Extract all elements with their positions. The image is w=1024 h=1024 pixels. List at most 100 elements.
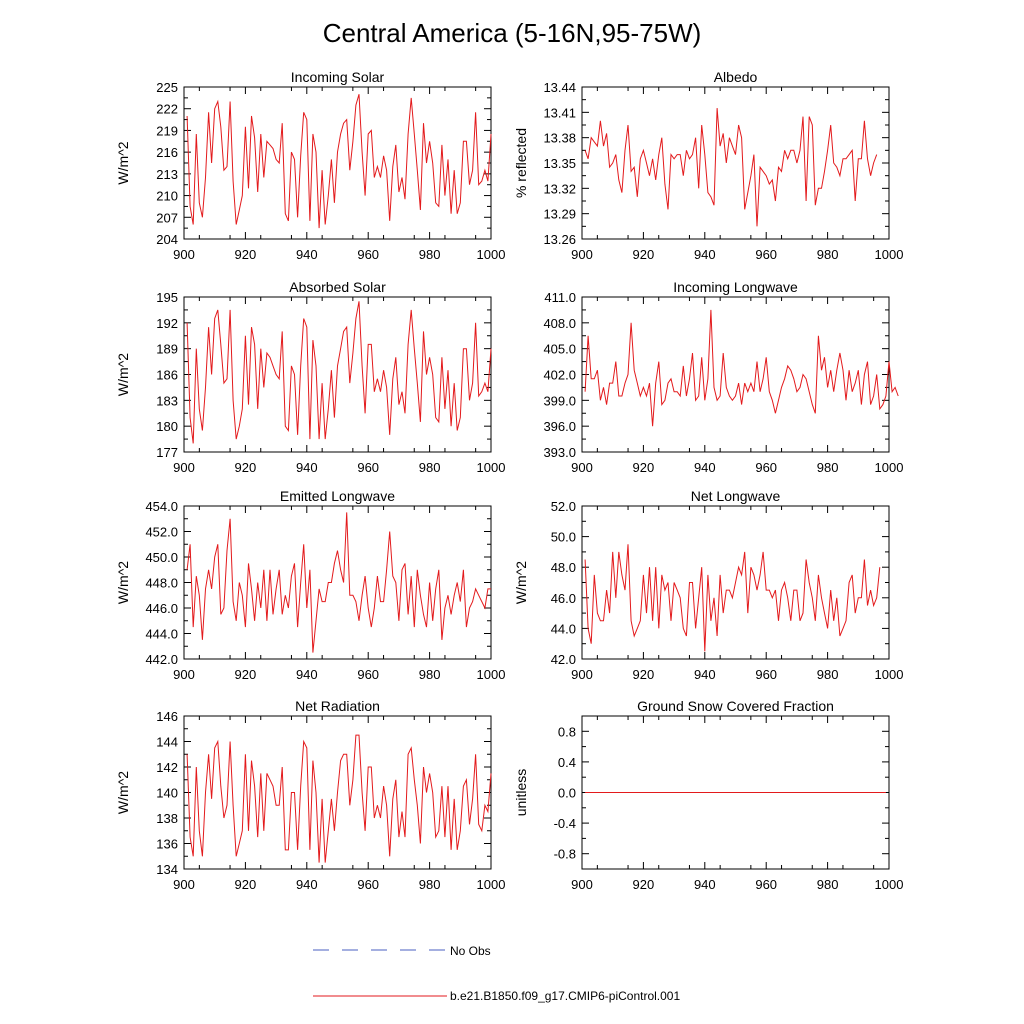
y-tick-label: 48.0 — [551, 560, 576, 575]
panel-6: Net Longwave W/m^2 900 920 940 960 980 1000 42.0… — [513, 488, 903, 682]
y-tick-label: 144 — [156, 735, 178, 750]
x-tick-label: 940 — [694, 877, 716, 892]
y-tick-label: -0.4 — [554, 816, 576, 831]
y-tick-label: 13.26 — [543, 232, 576, 247]
x-tick-label: 920 — [633, 247, 655, 262]
figure-title: Central America (5-16N,95-75W) — [323, 18, 702, 48]
series-line — [186, 734, 492, 863]
y-tick-label: 13.32 — [543, 181, 576, 196]
series-line — [186, 301, 492, 444]
x-tick-label: 980 — [817, 667, 839, 682]
panel-title: Emitted Longwave — [280, 488, 395, 504]
x-tick-label: 920 — [235, 460, 257, 475]
y-tick-label: 222 — [156, 102, 178, 117]
panel-7: Net Radiation W/m^2 900 920 940 960 980 1000 134… — [115, 698, 505, 892]
x-tick-label: 900 — [571, 667, 593, 682]
x-tick-label: 980 — [419, 667, 441, 682]
y-tick-label: 402.0 — [543, 368, 576, 383]
y-tick-label: 393.0 — [543, 445, 576, 460]
y-tick-label: 140 — [156, 786, 178, 801]
panels: Incoming Solar W/m^2 900 920 940 960 980 1000 20… — [115, 69, 903, 892]
y-tick-label: 207 — [156, 210, 178, 225]
y-axis-label: W/m^2 — [115, 353, 131, 396]
x-tick-label: 980 — [419, 877, 441, 892]
x-tick-label: 960 — [357, 877, 379, 892]
panel-title: Net Longwave — [691, 488, 781, 504]
x-tick-label: 900 — [173, 877, 195, 892]
series-line — [186, 94, 492, 229]
x-tick-label: 960 — [755, 460, 777, 475]
y-tick-label: 192 — [156, 316, 178, 331]
y-tick-label: 13.38 — [543, 131, 576, 146]
x-tick-label: 980 — [817, 460, 839, 475]
y-tick-label: 405.0 — [543, 342, 576, 357]
panel-3: Absorbed Solar W/m^2 900 920 940 960 980 1000 17… — [115, 279, 505, 475]
y-tick-label: 411.0 — [544, 290, 576, 305]
panel-title: Albedo — [714, 69, 758, 85]
legend-obs-label: No Obs — [450, 944, 491, 958]
x-tick-label: 980 — [817, 247, 839, 262]
y-tick-label: 177 — [156, 445, 178, 460]
y-tick-label: 189 — [156, 342, 178, 357]
x-tick-label: 960 — [357, 247, 379, 262]
y-tick-label: 446.0 — [145, 601, 178, 616]
y-tick-label: 0.4 — [558, 755, 576, 770]
x-tick-label: 900 — [571, 460, 593, 475]
x-tick-label: 920 — [633, 667, 655, 682]
x-tick-label: 900 — [173, 667, 195, 682]
x-tick-label: 960 — [755, 247, 777, 262]
y-axis-label: unitless — [513, 769, 529, 816]
series-line — [584, 108, 878, 227]
x-tick-label: 1000 — [875, 667, 904, 682]
x-tick-label: 980 — [419, 460, 441, 475]
x-tick-label: 920 — [633, 460, 655, 475]
x-tick-label: 980 — [817, 877, 839, 892]
panel-5: Emitted Longwave W/m^2 900 920 940 960 980 1000… — [115, 488, 505, 682]
x-tick-label: 1000 — [875, 247, 904, 262]
y-tick-label: 399.0 — [543, 393, 576, 408]
x-tick-label: 1000 — [477, 877, 506, 892]
panel-1: Incoming Solar W/m^2 900 920 940 960 980 1000 20… — [115, 69, 505, 262]
x-tick-label: 940 — [694, 460, 716, 475]
x-tick-label: 920 — [235, 247, 257, 262]
y-tick-label: 204 — [156, 232, 178, 247]
y-tick-label: 46.0 — [551, 591, 576, 606]
x-tick-label: 920 — [633, 877, 655, 892]
y-tick-label: 452.0 — [145, 525, 178, 540]
y-tick-label: 50.0 — [551, 530, 576, 545]
series-line — [584, 544, 881, 652]
y-tick-label: 450.0 — [145, 550, 178, 565]
x-tick-label: 1000 — [875, 460, 904, 475]
y-axis-label: W/m^2 — [513, 561, 529, 604]
panel-8: Ground Snow Covered Fraction unitless 900 9… — [513, 698, 903, 892]
x-tick-label: 960 — [755, 877, 777, 892]
panel-2: Albedo % reflected 900 920 940 960 980 1000 13.2… — [513, 69, 903, 262]
x-tick-label: 920 — [235, 877, 257, 892]
x-tick-label: 900 — [571, 877, 593, 892]
y-tick-label: 13.29 — [543, 207, 576, 222]
y-tick-label: 13.41 — [543, 105, 576, 120]
y-tick-label: 0.8 — [558, 724, 576, 739]
x-tick-label: 920 — [235, 667, 257, 682]
legend: No Obs b.e21.B1850.f09_g17.CMIP6-piContr… — [313, 944, 680, 1003]
y-tick-label: 136 — [156, 837, 178, 852]
y-axis-label: W/m^2 — [115, 141, 131, 184]
x-tick-label: 940 — [694, 247, 716, 262]
x-tick-label: 900 — [173, 460, 195, 475]
panel-title: Incoming Longwave — [673, 279, 798, 295]
legend-model-label: b.e21.B1850.f09_g17.CMIP6-piControl.001 — [450, 989, 680, 1003]
panel-4: Incoming Longwave 900 920 940 960 980 1000 393.… — [543, 279, 903, 475]
x-tick-label: 940 — [296, 877, 318, 892]
panel-title: Ground Snow Covered Fraction — [637, 698, 834, 714]
x-tick-label: 940 — [296, 247, 318, 262]
y-tick-label: 142 — [156, 760, 178, 775]
x-tick-label: 940 — [296, 460, 318, 475]
x-tick-label: 940 — [694, 667, 716, 682]
x-tick-label: 1000 — [477, 247, 506, 262]
y-tick-label: 396.0 — [543, 419, 576, 434]
y-tick-label: 216 — [156, 145, 178, 160]
panel-title: Incoming Solar — [291, 69, 385, 85]
x-tick-label: 960 — [755, 667, 777, 682]
y-tick-label: 442.0 — [145, 652, 178, 667]
